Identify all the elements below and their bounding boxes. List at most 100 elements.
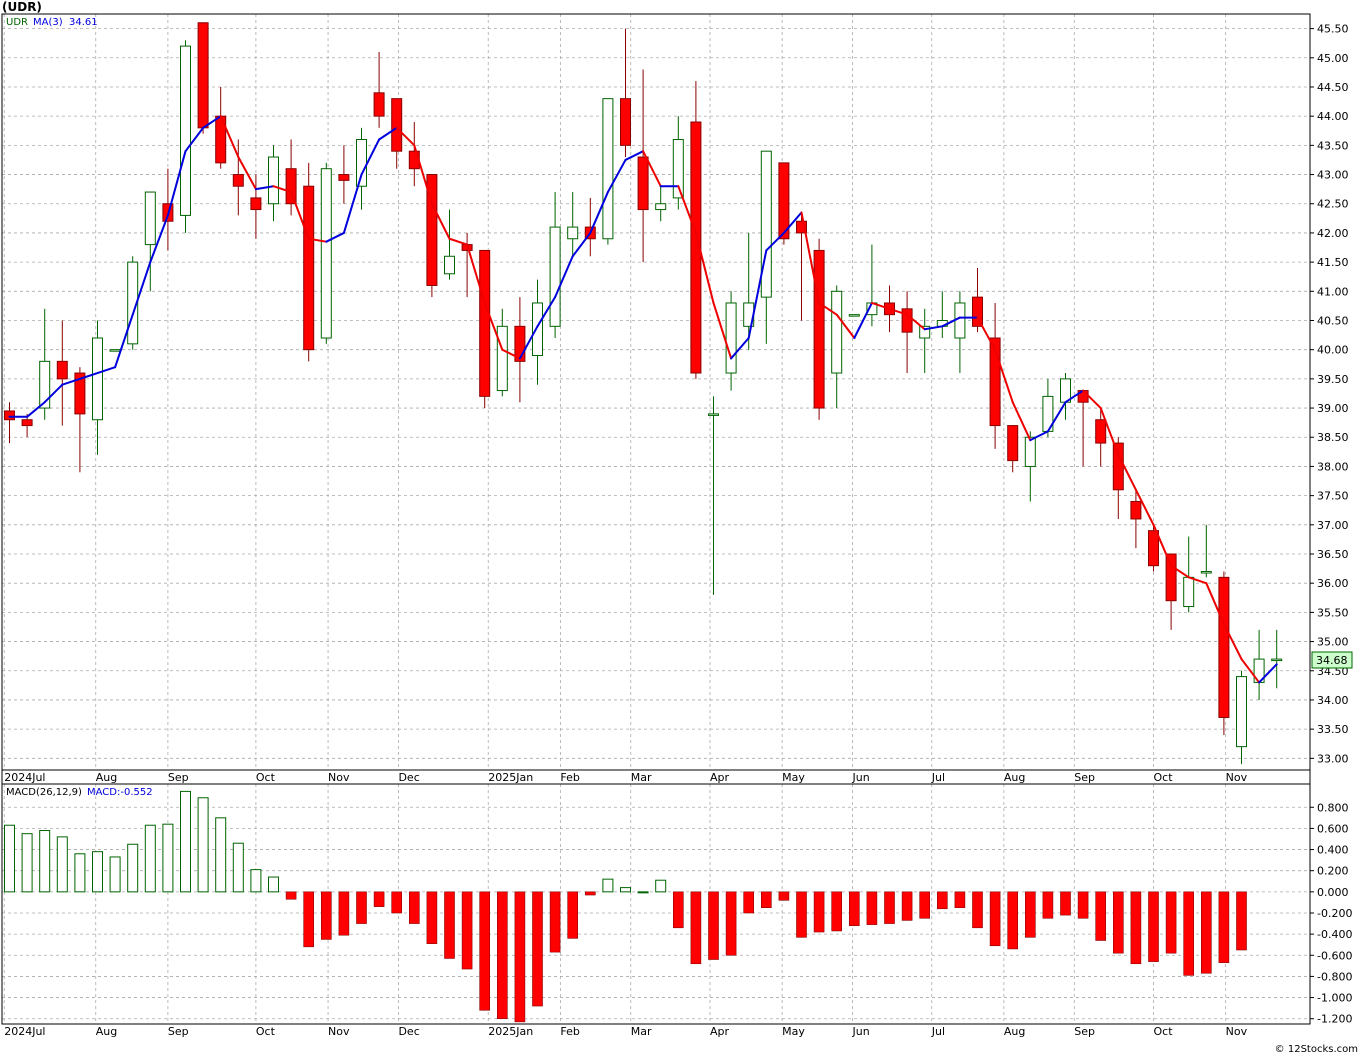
price-tick-label: 41.50 (1317, 256, 1349, 269)
price-tick-label: 41.00 (1317, 285, 1349, 298)
date-label: Nov (1226, 1025, 1248, 1038)
candle-body (1218, 576, 1230, 718)
date-label: 2024Jul (4, 1025, 45, 1038)
date-label: 2025Jan (488, 771, 533, 784)
candle-body (725, 302, 737, 374)
date-label: Aug (96, 1025, 117, 1038)
macd-bar (426, 891, 438, 944)
date-label: Jun (852, 1025, 870, 1038)
ma-segment (1011, 401, 1032, 442)
date-label: Apr (710, 1025, 730, 1038)
last-price-tag-bg (1311, 651, 1353, 669)
macd-bar (760, 891, 772, 909)
ma-segment (325, 231, 345, 243)
macd-bar (1042, 891, 1054, 919)
macd-bar (496, 891, 508, 1020)
candle-body (320, 168, 332, 339)
price-tick-label: 45.00 (1317, 52, 1349, 65)
candle-body (303, 185, 315, 351)
ma-segment (800, 211, 821, 304)
ma-segment (254, 185, 275, 191)
legend-ma-label: MA(3) (33, 17, 63, 28)
price-grid (2, 14, 1310, 770)
macd-axis: 0.800 0.600 0.400 0.200 0.000 -0.200 -0.400 -0.… (1310, 801, 1352, 1026)
candle-body (620, 98, 631, 146)
macd-bar (936, 891, 948, 910)
price-tick-label: 38.00 (1317, 460, 1349, 473)
ma-segment (166, 150, 187, 217)
candle-body (144, 191, 156, 246)
candle-body (285, 168, 297, 205)
candlestick-series (4, 22, 1283, 765)
ma-segment (853, 301, 873, 339)
legend-ma-value: 34.61 (69, 17, 98, 28)
ma-segment (219, 115, 240, 159)
price-tick-label: 33.00 (1317, 752, 1349, 765)
price-tick-label: 37.50 (1317, 490, 1349, 503)
ma-segment (1099, 407, 1120, 456)
candle-body (92, 337, 103, 421)
date-label: Dec (398, 771, 419, 784)
ma-segment (1222, 623, 1243, 661)
candle-body (373, 92, 385, 117)
macd-bar (884, 891, 895, 924)
candle-body (56, 360, 68, 380)
candle-body (567, 226, 579, 240)
candle-body (954, 302, 966, 339)
macd-tick-label: 0.800 (1317, 801, 1349, 814)
macd-bar (461, 891, 473, 970)
ma-segment (677, 185, 697, 234)
macd-bar (109, 856, 121, 893)
macd-bar (1025, 891, 1036, 938)
ma-segment (78, 372, 99, 380)
macd-bar (690, 891, 702, 965)
date-axis-macd: 2024Jul Aug Sep Oct Nov Dec 2025Jan Feb Mar Apr Ma… (2, 1023, 1310, 1038)
ma-segment (747, 249, 768, 339)
macd-bar (479, 891, 491, 1011)
macd-bar (848, 891, 860, 926)
date-label: 2024Jul (4, 771, 45, 784)
ma-segment (202, 115, 222, 129)
macd-bar (215, 817, 227, 893)
price-tick-label: 35.50 (1317, 606, 1349, 619)
ma-segment (518, 325, 539, 360)
macd-bar (180, 790, 191, 893)
ma-segment (870, 301, 891, 310)
ma-segment (272, 185, 293, 194)
candle-body (796, 220, 807, 234)
macd-bar (866, 891, 878, 925)
ma-segment (149, 214, 169, 264)
macd-tick-label: -1.000 (1317, 992, 1352, 1005)
macd-bar (1148, 891, 1159, 962)
ma-segment (923, 325, 944, 331)
ma-segment (536, 296, 557, 328)
price-tick-label: 35.00 (1317, 636, 1349, 649)
macd-bar (584, 891, 596, 896)
candle-body (549, 226, 561, 327)
macd-bar (197, 797, 209, 893)
candle-body (4, 410, 15, 421)
macd-bar (602, 878, 614, 893)
date-label: Nov (1226, 771, 1248, 784)
date-label: May (782, 771, 805, 784)
macd-bar (1201, 891, 1212, 974)
macd-bar (708, 891, 719, 960)
candle-body (180, 45, 191, 216)
date-label: Dec (398, 1025, 419, 1038)
date-label: Jul (931, 1025, 945, 1038)
macd-bar (1130, 891, 1142, 965)
candle-body (1165, 553, 1177, 602)
candle-body (109, 349, 121, 352)
candle-body (514, 325, 526, 362)
ma-segment (413, 144, 433, 205)
date-label: Sep (1074, 771, 1095, 784)
price-tick-label: 38.50 (1317, 431, 1349, 444)
macd-histogram (4, 790, 1247, 1023)
macd-bar (1113, 891, 1124, 954)
candle-body (127, 261, 139, 345)
macd-bar (637, 891, 649, 894)
candle-body (637, 156, 649, 211)
ma-segment (1082, 389, 1102, 410)
macd-tick-label: 0.200 (1317, 865, 1349, 878)
ma-segment (448, 237, 469, 246)
